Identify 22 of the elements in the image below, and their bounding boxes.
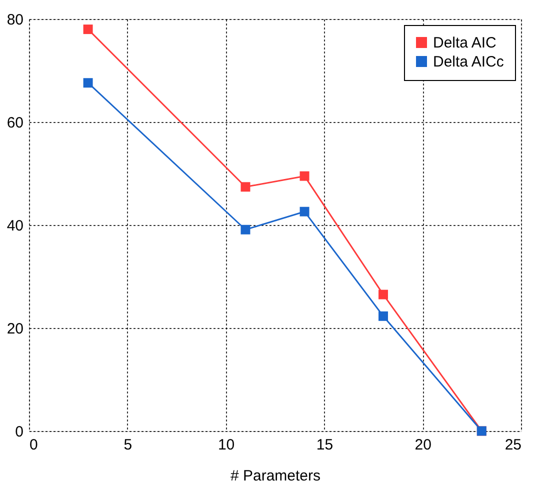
y-tick-label: 80 xyxy=(6,12,24,28)
point xyxy=(83,78,93,88)
point xyxy=(240,224,250,234)
x-axis-title: # Parameters xyxy=(230,468,321,484)
point xyxy=(300,206,310,216)
point xyxy=(378,290,388,300)
point xyxy=(378,311,388,321)
point xyxy=(240,182,250,192)
y-tick-label: 60 xyxy=(6,114,24,132)
y-tick-label: 40 xyxy=(6,218,24,234)
x-tick-label: 25 xyxy=(504,436,522,454)
x-tick-label: 10 xyxy=(218,436,235,454)
legend-label: Delta AICc xyxy=(433,54,504,70)
x-tick-label: 20 xyxy=(414,436,432,454)
point xyxy=(83,24,93,34)
x-tick-label: 5 xyxy=(124,436,132,454)
y-tick-label: 20 xyxy=(6,320,24,338)
x-tick-label: 0 xyxy=(30,436,38,454)
y-tick-label: 0 xyxy=(15,424,24,440)
legend-label: Delta AIC xyxy=(433,34,497,52)
x-tick-label: 15 xyxy=(316,436,334,454)
point xyxy=(300,171,310,181)
